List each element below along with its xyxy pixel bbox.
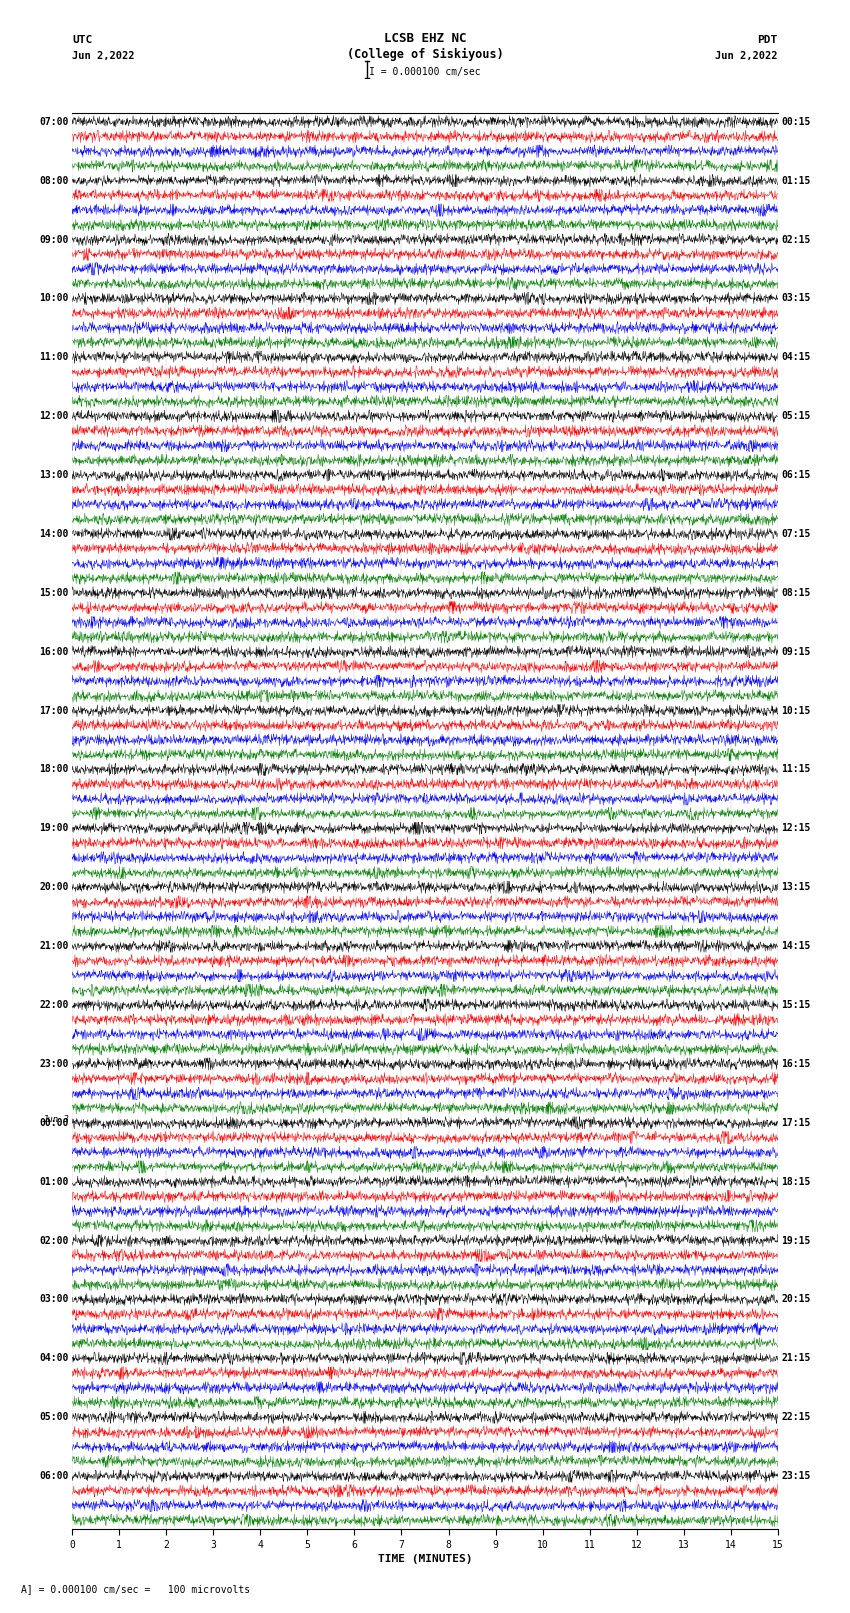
Text: 23:00: 23:00 — [39, 1058, 69, 1069]
Text: 13:00: 13:00 — [39, 469, 69, 481]
Text: 08:00: 08:00 — [39, 176, 69, 185]
Text: 03:00: 03:00 — [39, 1295, 69, 1305]
Text: 22:00: 22:00 — [39, 1000, 69, 1010]
Text: 15:15: 15:15 — [781, 1000, 811, 1010]
Text: 14:00: 14:00 — [39, 529, 69, 539]
Text: 19:15: 19:15 — [781, 1236, 811, 1245]
Text: 12:15: 12:15 — [781, 823, 811, 834]
Text: 17:00: 17:00 — [39, 705, 69, 716]
Text: I = 0.000100 cm/sec: I = 0.000100 cm/sec — [369, 68, 481, 77]
Text: 20:00: 20:00 — [39, 882, 69, 892]
Text: 07:15: 07:15 — [781, 529, 811, 539]
Text: 10:15: 10:15 — [781, 705, 811, 716]
Text: PDT: PDT — [757, 35, 778, 45]
Text: 18:00: 18:00 — [39, 765, 69, 774]
Text: Jun 3: Jun 3 — [42, 1115, 69, 1124]
Text: 06:15: 06:15 — [781, 469, 811, 481]
Text: 02:15: 02:15 — [781, 234, 811, 245]
Text: Jun 2,2022: Jun 2,2022 — [72, 52, 135, 61]
Text: 07:00: 07:00 — [39, 116, 69, 127]
Text: 12:00: 12:00 — [39, 411, 69, 421]
Text: 18:15: 18:15 — [781, 1177, 811, 1187]
Text: 02:00: 02:00 — [39, 1236, 69, 1245]
Text: 09:15: 09:15 — [781, 647, 811, 656]
Text: 01:00: 01:00 — [39, 1177, 69, 1187]
Text: Jun 2,2022: Jun 2,2022 — [715, 52, 778, 61]
Text: 23:15: 23:15 — [781, 1471, 811, 1481]
Text: 21:00: 21:00 — [39, 940, 69, 952]
Text: 04:00: 04:00 — [39, 1353, 69, 1363]
Text: 08:15: 08:15 — [781, 587, 811, 598]
Text: 19:00: 19:00 — [39, 823, 69, 834]
Text: 09:00: 09:00 — [39, 234, 69, 245]
Text: 22:15: 22:15 — [781, 1413, 811, 1423]
Text: 04:15: 04:15 — [781, 352, 811, 363]
X-axis label: TIME (MINUTES): TIME (MINUTES) — [377, 1553, 473, 1563]
Text: 17:15: 17:15 — [781, 1118, 811, 1127]
Text: 00:15: 00:15 — [781, 116, 811, 127]
Text: 13:15: 13:15 — [781, 882, 811, 892]
Text: 16:15: 16:15 — [781, 1058, 811, 1069]
Text: LCSB EHZ NC: LCSB EHZ NC — [383, 32, 467, 45]
Text: 11:00: 11:00 — [39, 352, 69, 363]
Text: 05:15: 05:15 — [781, 411, 811, 421]
Text: 15:00: 15:00 — [39, 587, 69, 598]
Text: 00:00: 00:00 — [39, 1118, 69, 1127]
Text: 10:00: 10:00 — [39, 294, 69, 303]
Text: A] = 0.000100 cm/sec =   100 microvolts: A] = 0.000100 cm/sec = 100 microvolts — [21, 1584, 251, 1594]
Text: UTC: UTC — [72, 35, 93, 45]
Text: 05:00: 05:00 — [39, 1413, 69, 1423]
Text: 21:15: 21:15 — [781, 1353, 811, 1363]
Text: 11:15: 11:15 — [781, 765, 811, 774]
Text: 16:00: 16:00 — [39, 647, 69, 656]
Text: 20:15: 20:15 — [781, 1295, 811, 1305]
Text: 01:15: 01:15 — [781, 176, 811, 185]
Text: 14:15: 14:15 — [781, 940, 811, 952]
Text: (College of Siskiyous): (College of Siskiyous) — [347, 48, 503, 61]
Text: 03:15: 03:15 — [781, 294, 811, 303]
Text: 06:00: 06:00 — [39, 1471, 69, 1481]
